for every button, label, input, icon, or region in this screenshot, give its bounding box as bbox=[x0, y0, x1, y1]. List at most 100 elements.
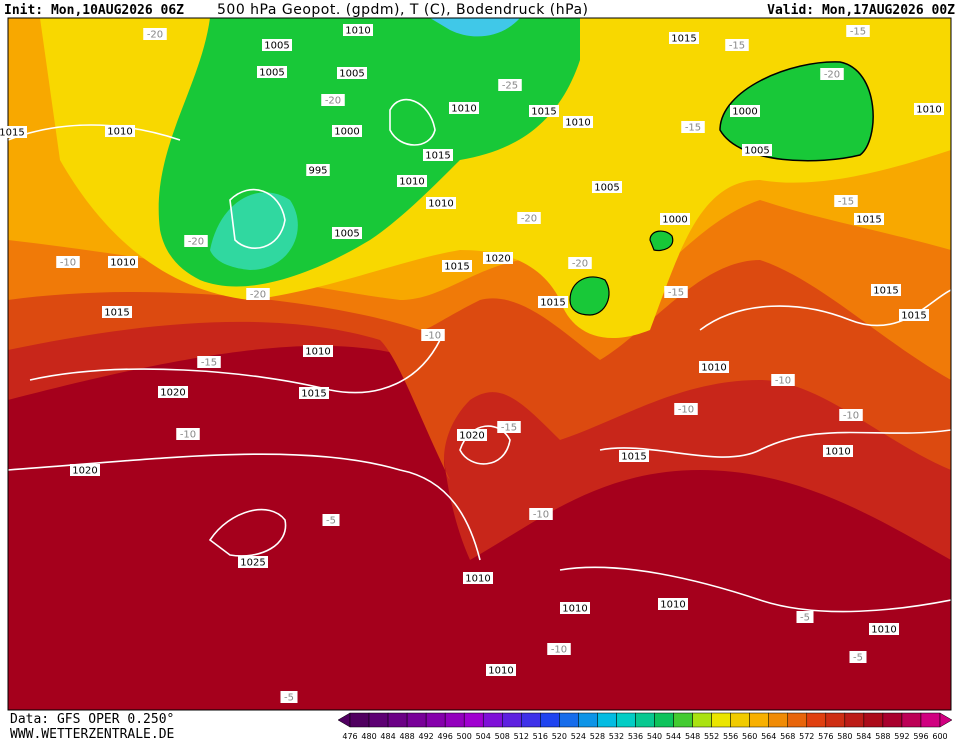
map-label-box bbox=[322, 514, 340, 526]
colorbar-arrow-left bbox=[337, 712, 351, 728]
colorbar-label: 532 bbox=[609, 732, 624, 741]
map-label-box bbox=[517, 212, 541, 224]
map-label-box bbox=[343, 24, 373, 36]
temperature-label: -15 bbox=[850, 27, 866, 38]
pressure-label: 1020 bbox=[485, 254, 510, 265]
colorbar-label: 564 bbox=[761, 732, 776, 741]
map-label-box bbox=[725, 39, 749, 51]
temperature-label: -15 bbox=[668, 288, 684, 299]
map-label-box bbox=[846, 25, 870, 37]
pressure-label: 1015 bbox=[531, 107, 556, 118]
map-label-box bbox=[303, 345, 333, 357]
colorbar-box bbox=[901, 712, 922, 728]
colorbar-label: 484 bbox=[380, 732, 395, 741]
colorbar-box bbox=[711, 712, 731, 728]
colorbar-box bbox=[673, 712, 693, 728]
map-label-box bbox=[176, 428, 200, 440]
colorbar-box bbox=[749, 712, 769, 728]
pressure-label: 1010 bbox=[916, 105, 941, 116]
map-label-box bbox=[834, 195, 858, 207]
colorbar-box bbox=[692, 712, 712, 728]
pressure-label: 1010 bbox=[399, 177, 424, 188]
map-label-box bbox=[869, 623, 899, 635]
pressure-label: 1010 bbox=[345, 26, 370, 37]
map-label-box bbox=[839, 409, 863, 421]
map-label-box bbox=[457, 429, 487, 441]
colorbar-label: 504 bbox=[476, 732, 491, 741]
colorbar-box bbox=[768, 712, 788, 728]
map-label-box bbox=[246, 288, 270, 300]
map-label-box bbox=[421, 329, 445, 341]
pressure-label: 1005 bbox=[264, 41, 289, 52]
map-label-box bbox=[681, 121, 705, 133]
map-label-box bbox=[529, 105, 559, 117]
colorbar-box bbox=[387, 712, 408, 728]
temperature-label: -15 bbox=[838, 197, 854, 208]
map-label-box bbox=[820, 68, 844, 80]
map-label-box bbox=[538, 296, 568, 308]
isobars bbox=[8, 98, 951, 613]
colorbar-label: 528 bbox=[590, 732, 605, 741]
colorbar-box bbox=[730, 712, 750, 728]
map-label-box bbox=[849, 651, 867, 663]
isobar bbox=[8, 453, 481, 561]
field-blue bbox=[430, 18, 520, 37]
map-label-box bbox=[619, 450, 649, 462]
pressure-label: 1015 bbox=[621, 452, 646, 463]
map-label-box bbox=[699, 361, 729, 373]
map-label-box bbox=[442, 260, 472, 272]
isobar bbox=[699, 289, 951, 331]
map-label-box bbox=[568, 257, 592, 269]
colorbar-label: 492 bbox=[418, 732, 433, 741]
isobar bbox=[559, 566, 951, 613]
colorbar-arrow-right bbox=[939, 712, 953, 728]
colorbar-label: 580 bbox=[837, 732, 852, 741]
map-label-box bbox=[280, 691, 298, 703]
pressure-label: 1010 bbox=[565, 118, 590, 129]
colorbar-label: 508 bbox=[495, 732, 510, 741]
map-label-box bbox=[547, 643, 571, 655]
temperature-label: -10 bbox=[843, 411, 859, 422]
colorbar-box bbox=[616, 712, 636, 728]
pressure-label: 1000 bbox=[334, 127, 359, 138]
colorbar-box bbox=[425, 712, 446, 728]
pressure-label: 1010 bbox=[701, 363, 726, 374]
temperature-label: -5 bbox=[800, 613, 810, 624]
map-label-box bbox=[674, 403, 698, 415]
pressure-label: 1005 bbox=[259, 68, 284, 79]
colorbar-label: 520 bbox=[552, 732, 567, 741]
colorbar-label: 572 bbox=[799, 732, 814, 741]
colorbar-label: 500 bbox=[457, 732, 472, 741]
map-label-box bbox=[299, 387, 329, 399]
pressure-label: 1010 bbox=[465, 574, 490, 585]
map-label-box bbox=[108, 256, 138, 268]
isobar bbox=[29, 339, 441, 394]
colorbar-box bbox=[406, 712, 427, 728]
map-label-box bbox=[257, 66, 287, 78]
map-label-box bbox=[306, 164, 330, 176]
map-label-box bbox=[262, 39, 292, 51]
colorbar-box bbox=[920, 712, 941, 728]
colorbar-label: 600 bbox=[932, 732, 947, 741]
isobar bbox=[229, 188, 286, 249]
map-label-box bbox=[102, 306, 132, 318]
temperature-label: -20 bbox=[521, 214, 537, 225]
pressure-label: 1010 bbox=[871, 625, 896, 636]
map-label-box bbox=[560, 602, 590, 614]
temperature-label: -10 bbox=[425, 331, 441, 342]
pressure-label: 1015 bbox=[0, 128, 25, 139]
colorbar-box bbox=[787, 712, 808, 728]
colorbar-label: 544 bbox=[666, 732, 681, 741]
isobar bbox=[389, 98, 436, 146]
map-label-box bbox=[660, 213, 690, 225]
map-label-box bbox=[914, 103, 944, 115]
map-label-box bbox=[426, 197, 456, 209]
map-label-box bbox=[105, 125, 135, 137]
colorbar-label: 496 bbox=[438, 732, 453, 741]
colorbar-box bbox=[349, 712, 370, 728]
pressure-label: 1015 bbox=[901, 311, 926, 322]
temperature-label: -20 bbox=[824, 70, 840, 81]
map-label-box bbox=[796, 611, 814, 623]
map-label-box bbox=[486, 664, 516, 676]
